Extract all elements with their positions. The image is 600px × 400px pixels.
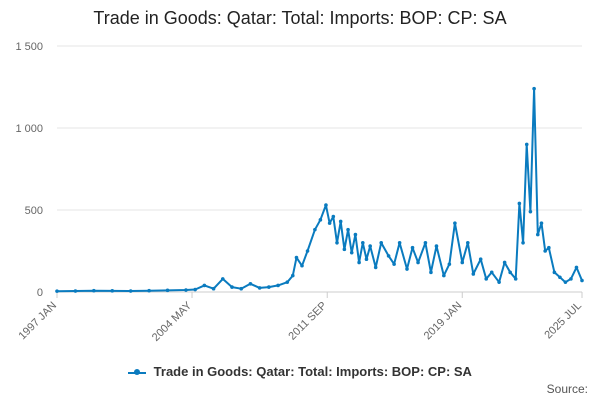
data-point[interactable]	[285, 280, 290, 284]
y-tick-label: 500	[25, 205, 43, 217]
data-point[interactable]	[248, 282, 253, 286]
grid-layer	[57, 45, 582, 293]
data-point[interactable]	[147, 288, 151, 293]
data-point[interactable]	[478, 257, 483, 262]
data-point[interactable]	[276, 283, 280, 288]
data-point[interactable]	[484, 277, 489, 281]
data-point[interactable]	[364, 257, 369, 262]
axis-layer: 0 500 1 000 1 500 1997 JAN 2004 MAY 2011 SEP 20…	[15, 41, 584, 344]
source-label: Source:	[546, 382, 588, 396]
y-tick-label: 0	[37, 287, 43, 299]
data-point[interactable]	[300, 263, 304, 268]
x-tick-label: 1997 JAN	[16, 300, 59, 343]
data-point[interactable]	[434, 244, 439, 248]
data-point[interactable]	[290, 273, 295, 278]
x-tick-label: 2025 JUL	[542, 300, 584, 342]
data-point[interactable]	[342, 247, 347, 252]
data-point[interactable]	[552, 270, 557, 275]
data-point[interactable]	[410, 245, 415, 250]
data-point[interactable]	[405, 267, 409, 271]
data-point[interactable]	[517, 201, 522, 206]
data-point[interactable]	[465, 241, 470, 245]
legend-marker-icon	[128, 368, 147, 378]
data-point[interactable]	[368, 244, 372, 248]
data-point[interactable]	[331, 214, 336, 219]
data-point[interactable]	[128, 289, 133, 293]
data-point[interactable]	[318, 218, 323, 222]
data-point[interactable]	[110, 289, 115, 293]
data-point[interactable]	[349, 250, 354, 255]
data-point[interactable]	[574, 265, 579, 270]
data-point[interactable]	[346, 227, 350, 232]
data-point[interactable]	[353, 232, 358, 237]
data-point[interactable]	[294, 255, 299, 260]
series-line	[56, 87, 583, 293]
data-point[interactable]	[447, 262, 452, 266]
data-point[interactable]	[193, 287, 197, 292]
data-point[interactable]	[257, 286, 262, 290]
data-point[interactable]	[379, 241, 384, 245]
data-point[interactable]	[73, 289, 78, 293]
data-point[interactable]	[442, 273, 446, 278]
data-point[interactable]	[429, 270, 433, 275]
data-point[interactable]	[558, 275, 562, 280]
data-point[interactable]	[508, 270, 512, 275]
y-tick-label: 1 000	[15, 123, 43, 135]
data-point[interactable]	[543, 249, 547, 253]
data-point[interactable]	[230, 285, 234, 289]
data-point[interactable]	[532, 86, 536, 91]
series-layer	[56, 87, 583, 293]
data-point[interactable]	[211, 286, 216, 291]
data-point[interactable]	[397, 241, 402, 245]
data-point[interactable]	[539, 221, 544, 225]
data-point[interactable]	[267, 285, 271, 289]
data-point[interactable]	[563, 280, 568, 284]
legend-label: Trade in Goods: Qatar: Total: Imports: B…	[153, 364, 472, 379]
data-point[interactable]	[360, 241, 365, 245]
data-point[interactable]	[327, 221, 332, 225]
data-point[interactable]	[580, 278, 584, 283]
data-point[interactable]	[528, 209, 533, 214]
data-point[interactable]	[513, 277, 518, 281]
data-point[interactable]	[524, 142, 529, 147]
data-point[interactable]	[497, 280, 501, 284]
x-tick-label: 2011 SEP	[286, 300, 329, 343]
data-point[interactable]	[357, 260, 361, 265]
data-point[interactable]	[489, 270, 494, 275]
data-point[interactable]	[569, 277, 573, 281]
data-point[interactable]	[202, 283, 207, 288]
chart-title: Trade in Goods: Qatar: Total: Imports: B…	[93, 8, 507, 28]
x-tick-label: 2019 JAN	[422, 300, 465, 343]
data-point[interactable]	[471, 272, 476, 276]
data-point[interactable]	[453, 221, 457, 225]
data-point[interactable]	[92, 288, 96, 293]
data-point[interactable]	[313, 227, 317, 232]
data-point[interactable]	[502, 260, 507, 265]
legend[interactable]: Trade in Goods: Qatar: Total: Imports: B…	[0, 364, 600, 379]
data-point[interactable]	[547, 245, 551, 250]
data-point[interactable]	[239, 286, 244, 291]
data-point[interactable]	[324, 203, 328, 207]
data-point[interactable]	[220, 277, 225, 281]
data-point[interactable]	[55, 289, 59, 293]
data-point[interactable]	[392, 262, 396, 266]
data-point[interactable]	[338, 219, 343, 224]
data-point[interactable]	[373, 265, 378, 270]
data-point[interactable]	[460, 260, 465, 265]
data-point[interactable]	[386, 254, 391, 258]
data-point[interactable]	[416, 260, 420, 265]
x-tick-label: 2004 MAY	[150, 299, 195, 344]
data-point[interactable]	[184, 288, 188, 292]
data-point[interactable]	[535, 232, 540, 237]
data-point[interactable]	[335, 241, 339, 245]
point-layer	[55, 86, 584, 293]
data-point[interactable]	[305, 249, 310, 253]
y-tick-label: 1 500	[15, 41, 43, 53]
data-point[interactable]	[165, 288, 170, 293]
data-point[interactable]	[423, 241, 428, 245]
data-point[interactable]	[521, 241, 525, 245]
